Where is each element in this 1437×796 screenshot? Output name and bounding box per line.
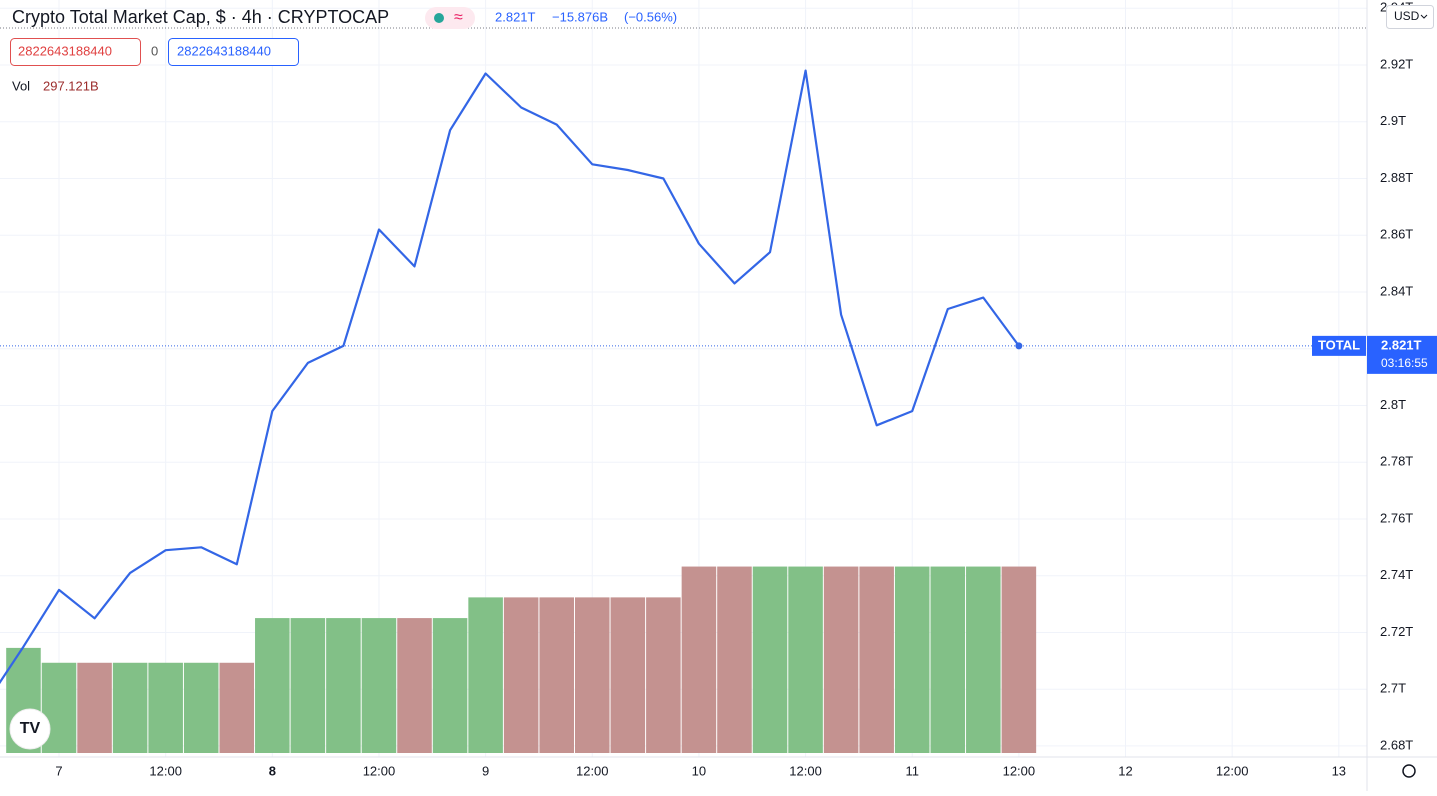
- volume-bar: [717, 566, 752, 753]
- input-box[interactable]: [10, 38, 141, 66]
- volume-bar: [183, 662, 219, 753]
- volume-bar: [823, 566, 859, 753]
- wave-icon: ≈: [454, 9, 463, 26]
- price-line: [0, 69, 1020, 685]
- y-tick-label: 2.7T: [1380, 681, 1406, 696]
- last-point: [1015, 342, 1023, 350]
- chevron: [1420, 14, 1428, 19]
- x-tick-label: 12:00: [789, 763, 822, 778]
- price-tag-value: 2.821T: [1381, 337, 1422, 352]
- volume-bar: [468, 597, 503, 753]
- y-tick-label: 2.84T: [1380, 283, 1413, 298]
- volume-bar: [610, 597, 646, 753]
- indicator-badge[interactable]: [425, 7, 475, 29]
- x-tick-label: 7: [55, 763, 62, 778]
- y-tick-label: 2.9T: [1380, 113, 1406, 128]
- volume-bar: [646, 597, 681, 753]
- x-tick-label: 8: [269, 763, 276, 778]
- y-tick-label: 2.76T: [1380, 510, 1413, 525]
- input-box[interactable]: [168, 38, 299, 66]
- volume-value: 297.121B: [43, 78, 99, 93]
- volume-bar: [255, 618, 290, 753]
- volume-bar: [574, 597, 610, 753]
- x-tick-label: 12:00: [363, 763, 396, 778]
- y-tick-label: 2.68T: [1380, 737, 1413, 752]
- x-tick-label: 12:00: [576, 763, 609, 778]
- volume-bar: [681, 566, 717, 753]
- volume-bar: [752, 566, 788, 753]
- x-tick-label: 9: [482, 763, 489, 778]
- volume-bar: [1001, 566, 1037, 753]
- volume-bar: [148, 662, 183, 753]
- volume-bar: [77, 662, 112, 753]
- countdown: 03:16:55: [1381, 356, 1428, 370]
- volume-bar: [894, 566, 930, 753]
- volume-bar: [930, 566, 966, 753]
- y-tick-label: 2.72T: [1380, 624, 1413, 639]
- y-tick-label: 2.78T: [1380, 454, 1413, 469]
- volume-bar: [539, 597, 574, 753]
- price-tag-box: [1367, 335, 1437, 374]
- y-tick-label: 2.86T: [1380, 227, 1413, 242]
- price-tag-name: TOTAL: [1318, 337, 1360, 352]
- x-tick-label: 12:00: [1003, 763, 1036, 778]
- input-value: 2822643188440: [18, 43, 112, 58]
- chart-title: Crypto Total Market Cap, $ · 4h · CRYPTO…: [12, 7, 389, 27]
- volume-bar: [432, 618, 468, 753]
- x-tick-label: 10: [692, 763, 706, 778]
- settings-icon[interactable]: [1402, 764, 1416, 778]
- volume-bar: [290, 618, 326, 753]
- input-value: 2822643188440: [177, 43, 271, 58]
- x-tick-label: 11: [905, 763, 919, 778]
- volume-bar: [859, 566, 894, 753]
- volume-bar: [503, 597, 539, 753]
- y-tick-label: 2.8T: [1380, 397, 1406, 412]
- logo-mark: TV: [20, 720, 41, 737]
- input-value: 0: [151, 43, 158, 58]
- logo[interactable]: [9, 708, 51, 750]
- volume-bar: [219, 662, 255, 753]
- currency-label: USD: [1394, 9, 1420, 23]
- status-dot: [434, 13, 444, 23]
- legend-price: 2.821T: [495, 9, 536, 24]
- volume-label: Vol: [12, 78, 30, 93]
- volume-bar: [966, 566, 1001, 753]
- price-tag-name-box: [1312, 335, 1366, 356]
- legend-change-pct: (−0.56%): [624, 9, 677, 24]
- legend-change: −15.876B: [552, 9, 608, 24]
- volume-bar: [326, 618, 361, 753]
- volume-pane: [6, 566, 1037, 753]
- x-tick-label: 13: [1332, 763, 1346, 778]
- volume-bar: [112, 662, 148, 753]
- price-pane: [0, 69, 1367, 685]
- x-tick-label: 12: [1118, 763, 1132, 778]
- volume-bar: [361, 618, 397, 753]
- volume-bar: [397, 618, 432, 753]
- y-tick-label: 2.88T: [1380, 170, 1413, 185]
- y-tick-label: 2.74T: [1380, 567, 1413, 582]
- volume-bar: [788, 566, 823, 753]
- x-tick-label: 12:00: [1216, 763, 1249, 778]
- y-tick-label: 2.92T: [1380, 56, 1413, 71]
- currency-button[interactable]: [1386, 5, 1434, 29]
- x-tick-label: 12:00: [149, 763, 182, 778]
